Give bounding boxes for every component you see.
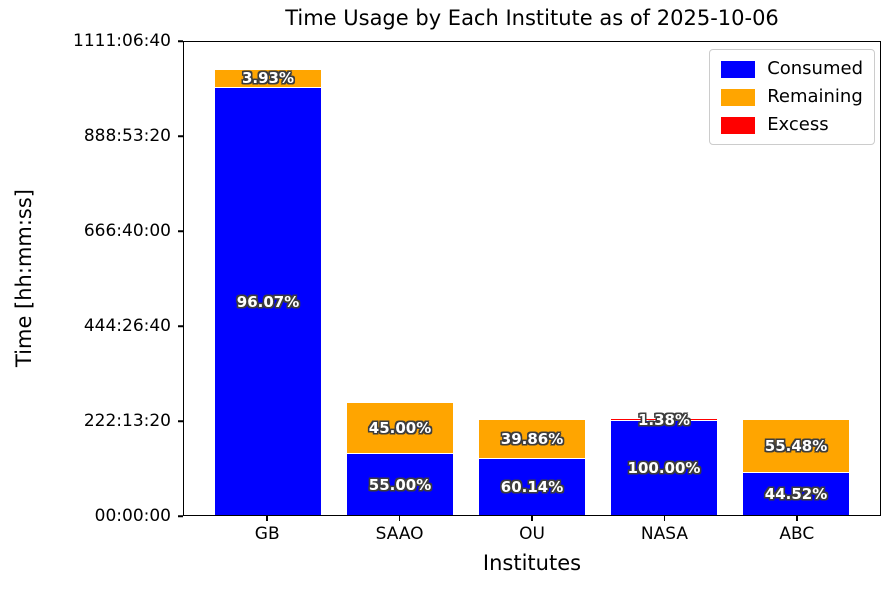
x-tick-nasa: NASA <box>598 516 730 544</box>
percent-label-excess-nasa: 1.38% <box>637 410 691 429</box>
percent-label-remaining-gb: 3.93% <box>241 69 295 88</box>
bar-segment-consumed-abc: 44.52% <box>743 473 849 515</box>
y-tick-label: 888:53:20 <box>83 126 171 146</box>
y-tick-label: 1111:06:40 <box>73 31 171 51</box>
y-tick-label: 666:40:00 <box>83 221 171 241</box>
x-tick-label: GB <box>254 524 280 544</box>
x-tick-mark <box>663 516 666 521</box>
bar-segment-remaining-abc: 55.48% <box>743 420 849 473</box>
x-axis-ticks: GB SAAO OU NASA ABC <box>183 516 881 544</box>
legend-swatch-remaining <box>721 88 756 106</box>
bar-segment-remaining-gb: 3.93% <box>215 69 321 88</box>
y-tick-mark <box>178 420 183 422</box>
y-tick-mark <box>178 135 183 137</box>
x-tick-mark <box>398 516 401 521</box>
y-axis-ticks: 00:00:00 222:13:20 444:26:40 666:40:00 888:5… <box>0 31 183 526</box>
stacked-bar-saao: 55.00% 45.00% <box>347 42 453 515</box>
legend-item-excess: Excess <box>721 116 863 134</box>
x-axis-label: Institutes <box>482 551 582 575</box>
y-tick-mark <box>178 325 183 327</box>
bar-segment-consumed-saao: 55.00% <box>347 454 453 515</box>
legend-item-remaining: Remaining <box>721 88 863 106</box>
percent-label-consumed-ou: 60.14% <box>500 477 564 496</box>
bar-segment-remaining-ou: 39.86% <box>479 420 585 458</box>
bar-group-nasa: 100.00% 1.38% <box>598 42 730 515</box>
legend-label: Excess <box>767 114 829 135</box>
y-tick-mark <box>178 230 183 232</box>
percent-label-remaining-ou: 39.86% <box>500 430 564 449</box>
percent-label-consumed-saao: 55.00% <box>368 475 432 494</box>
legend-item-consumed: Consumed <box>721 60 863 78</box>
stacked-bar-abc: 44.52% 55.48% <box>743 42 849 515</box>
y-tick-label: 444:26:40 <box>83 316 171 336</box>
stacked-bar-nasa: 100.00% 1.38% <box>611 42 717 515</box>
legend-label: Remaining <box>767 86 863 107</box>
percent-label-consumed-gb: 96.07% <box>236 292 300 311</box>
x-tick-label: ABC <box>779 524 815 544</box>
percent-label-remaining-abc: 55.48% <box>764 437 828 456</box>
y-tick-mark <box>178 515 183 517</box>
x-tick-label: NASA <box>640 524 688 544</box>
x-tick-ou: OU <box>466 516 598 544</box>
legend-label: Consumed <box>767 58 863 79</box>
bar-group-ou: 60.14% 39.86% <box>466 42 598 515</box>
bars-container: 96.07% 3.93% 55.00% 45.00% 60.14% 39.86% 100.0… <box>184 42 880 515</box>
percent-label-consumed-abc: 44.52% <box>764 485 828 504</box>
bar-segment-remaining-saao: 45.00% <box>347 403 453 454</box>
legend-swatch-consumed <box>721 60 756 78</box>
x-tick-mark <box>531 516 533 521</box>
bar-segment-consumed-ou: 60.14% <box>479 458 585 515</box>
bar-group-saao: 55.00% 45.00% <box>334 42 466 515</box>
x-tick-label: SAAO <box>375 524 424 544</box>
bar-segment-consumed-gb: 96.07% <box>215 88 321 515</box>
y-tick-label: 00:00:00 <box>94 506 171 526</box>
legend-swatch-excess <box>721 116 756 134</box>
bar-segment-excess-nasa: 1.38% <box>611 411 717 429</box>
x-tick-mark <box>266 516 268 521</box>
percent-label-remaining-saao: 45.00% <box>368 419 432 438</box>
percent-label-consumed-nasa: 100.00% <box>627 459 701 478</box>
x-tick-abc: ABC <box>731 516 863 544</box>
x-tick-saao: SAAO <box>333 516 465 544</box>
x-tick-mark <box>796 516 798 521</box>
stacked-bar-ou: 60.14% 39.86% <box>479 42 585 515</box>
y-tick-mark <box>178 40 183 42</box>
bar-group-abc: 44.52% 55.48% <box>730 42 862 515</box>
legend: Consumed Remaining Excess <box>709 49 875 145</box>
plot-area: 96.07% 3.93% 55.00% 45.00% 60.14% 39.86% 100.0… <box>183 41 881 516</box>
x-tick-label: OU <box>519 524 545 544</box>
x-tick-gb: GB <box>201 516 333 544</box>
bar-segment-consumed-nasa: 100.00% <box>611 421 717 515</box>
stacked-bar-gb: 96.07% 3.93% <box>215 42 321 515</box>
chart-title: Time Usage by Each Institute as of 2025-… <box>285 6 779 30</box>
y-tick-label: 222:13:20 <box>83 411 171 431</box>
bar-group-gb: 96.07% 3.93% <box>202 42 334 515</box>
